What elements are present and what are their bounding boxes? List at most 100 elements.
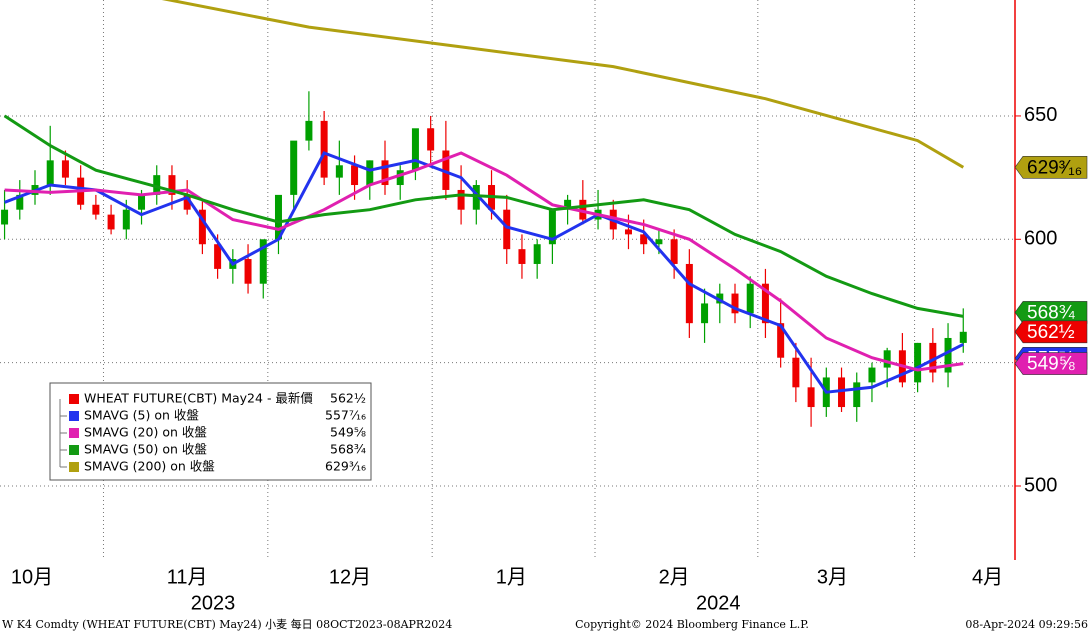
candle [198, 199, 206, 255]
candle [731, 283, 739, 324]
value-tag: 629³⁄₁₆ [1014, 155, 1088, 179]
value-tag-label: 629³⁄₁₆ [1027, 157, 1082, 178]
legend-label: SMAVG (200) on 收盤 [84, 459, 215, 474]
value-tag-box [1014, 320, 1088, 344]
candle-body [320, 120, 328, 178]
value-tag-box [1014, 155, 1088, 179]
candle-body [168, 175, 176, 195]
candle [46, 125, 54, 195]
candle [472, 180, 480, 225]
legend-value: 629³⁄₁₆ [325, 459, 366, 474]
ma-line [3, 114, 964, 318]
candle [305, 91, 313, 151]
candle-body [457, 189, 465, 210]
candle-body [640, 234, 648, 245]
candle-body [351, 165, 359, 186]
candle-body [807, 387, 815, 408]
x-tick-label: 11月 [167, 566, 208, 588]
candle-body [746, 283, 754, 314]
candle-body [61, 160, 69, 178]
legend-swatch [69, 462, 79, 472]
candle-body [274, 194, 282, 240]
candle [107, 204, 115, 235]
legend-swatch [69, 394, 79, 404]
candle [442, 120, 450, 200]
candle [396, 165, 404, 200]
candle [427, 115, 435, 166]
value-tag-label: 568¾ [1027, 302, 1076, 323]
legend-tree [59, 399, 67, 468]
candle [335, 140, 343, 195]
footer-center: Copyright© 2024 Bloomberg Finance L.P. [575, 618, 809, 631]
candle-body [92, 204, 100, 215]
candle-body [411, 128, 419, 171]
ma-line [4, 151, 964, 394]
candle-body [305, 120, 313, 141]
ma-line [161, 0, 965, 169]
footer-left: W K4 Comdty (WHEAT FUTURE(CBT) May24) 小麦… [2, 617, 452, 631]
candle-body [138, 194, 146, 210]
candle-body [701, 303, 709, 324]
candle-body [503, 209, 511, 250]
candle-body [442, 150, 450, 190]
candle [868, 362, 876, 403]
candle-body [1, 209, 9, 225]
legend-label: SMAVG (50) on 收盤 [84, 442, 207, 457]
candle-body [548, 209, 556, 245]
x-tick-label: 12月 [329, 566, 371, 588]
candle-body [959, 331, 967, 343]
candle-body [290, 140, 298, 195]
ma-line [4, 151, 964, 372]
candle-body [929, 342, 937, 373]
candle-body [396, 170, 404, 186]
legend-value: 568¾ [330, 442, 366, 457]
candle-body [427, 128, 435, 151]
legend-swatch [69, 445, 79, 455]
footer-right: 08-Apr-2024 09:29:56 [965, 618, 1088, 631]
candle [792, 342, 800, 403]
legend-label: SMAVG (5) on 收盤 [84, 408, 199, 423]
candle-body [685, 263, 693, 324]
candle [16, 180, 24, 220]
x-tick-label: 10月 [11, 566, 53, 588]
candle [853, 372, 861, 422]
candle-body [838, 377, 846, 408]
value-tag-label: 549⅝ [1027, 354, 1075, 375]
year-label: 2024 [696, 592, 741, 614]
legend-value: 562½ [330, 391, 366, 406]
candle [290, 140, 298, 210]
candle-body [214, 244, 222, 269]
candle [533, 239, 541, 279]
x-tick-label: 2月 [659, 566, 690, 588]
legend-box [49, 382, 372, 481]
candle-body [914, 342, 922, 383]
value-tag-box [1014, 352, 1088, 375]
legend-swatch [69, 428, 79, 438]
candle-body [655, 239, 663, 245]
candle-body [564, 199, 572, 210]
candle-body [792, 357, 800, 388]
candle [579, 180, 587, 225]
value-tag: 568¾ [1014, 301, 1088, 324]
legend: WHEAT FUTURE(CBT) May24 - 最新價 562½ SMAVG (… [49, 382, 372, 481]
candle-body [761, 283, 769, 324]
value-tag: 549⅝ [1014, 352, 1088, 375]
candle-body [624, 229, 632, 235]
candle-body [533, 244, 541, 264]
candle-body [153, 175, 161, 195]
candle-body [183, 194, 191, 210]
candle [518, 234, 526, 279]
candle [92, 194, 100, 220]
x-tick-label: 4月 [972, 566, 1003, 588]
legend-value: 557⁷⁄₁₆ [325, 408, 366, 423]
candle-body [868, 367, 876, 383]
candle [366, 160, 374, 200]
candle [761, 268, 769, 338]
candle [746, 276, 754, 329]
candle-body [244, 259, 252, 284]
candle [153, 165, 161, 205]
candle [259, 239, 267, 299]
candle-body [731, 293, 739, 314]
